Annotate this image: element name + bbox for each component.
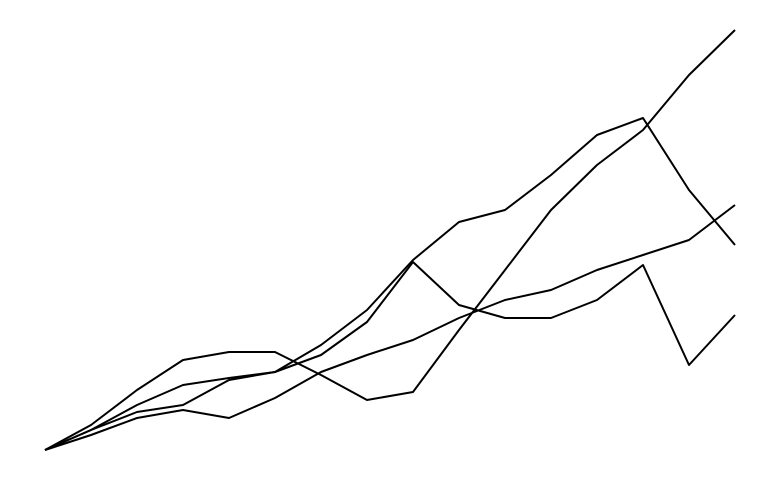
data-line (44, 29, 736, 451)
data-line (44, 204, 736, 451)
data-line (44, 261, 736, 451)
data-line (44, 117, 736, 451)
